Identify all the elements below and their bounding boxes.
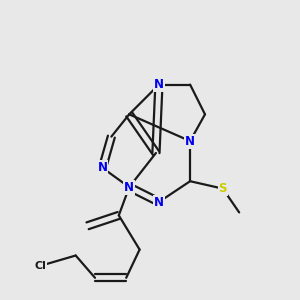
- Text: N: N: [154, 78, 164, 91]
- Text: N: N: [98, 161, 107, 174]
- Text: N: N: [124, 181, 134, 194]
- Text: S: S: [219, 182, 227, 195]
- Text: N: N: [185, 135, 195, 148]
- Text: N: N: [154, 196, 164, 208]
- Text: Cl: Cl: [34, 261, 46, 271]
